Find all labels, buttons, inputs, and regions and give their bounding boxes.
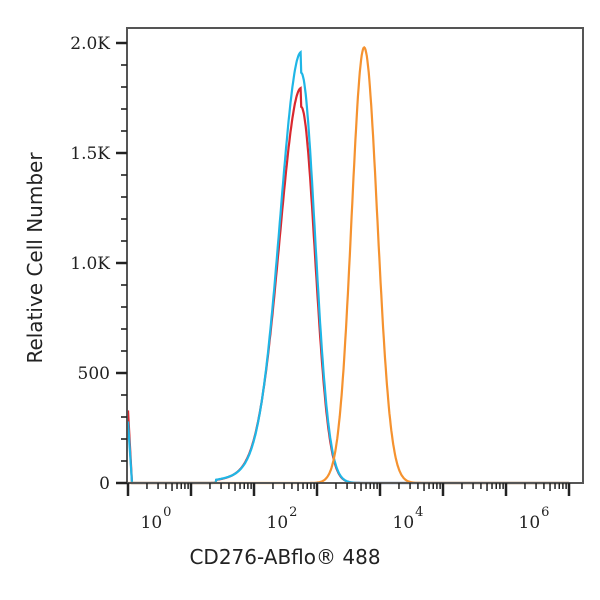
y-tick-label: 0: [99, 474, 110, 494]
y-tick-label: 500: [78, 364, 110, 384]
x-axis-title: CD276-ABflo® 488: [189, 545, 380, 569]
x-tick-label: 100: [141, 505, 172, 533]
y-tick-label: 2.0K: [70, 34, 110, 54]
y-axis: 0 500 1.0K 1.5K 2.0K: [70, 34, 127, 494]
y-axis-title: Relative Cell Number: [23, 152, 47, 364]
x-tick-label: 104: [393, 505, 424, 533]
x-tick-label: 106: [519, 505, 550, 533]
x-tick-label: 102: [267, 505, 298, 533]
y-tick-label: 1.0K: [70, 254, 110, 274]
histogram-curves: [126, 45, 569, 485]
plot-frame: [126, 27, 584, 484]
x-axis: 100 102 104 106: [126, 483, 571, 533]
y-tick-label: 1.5K: [70, 144, 110, 164]
CD276-stained-orange-curve: [128, 45, 569, 485]
